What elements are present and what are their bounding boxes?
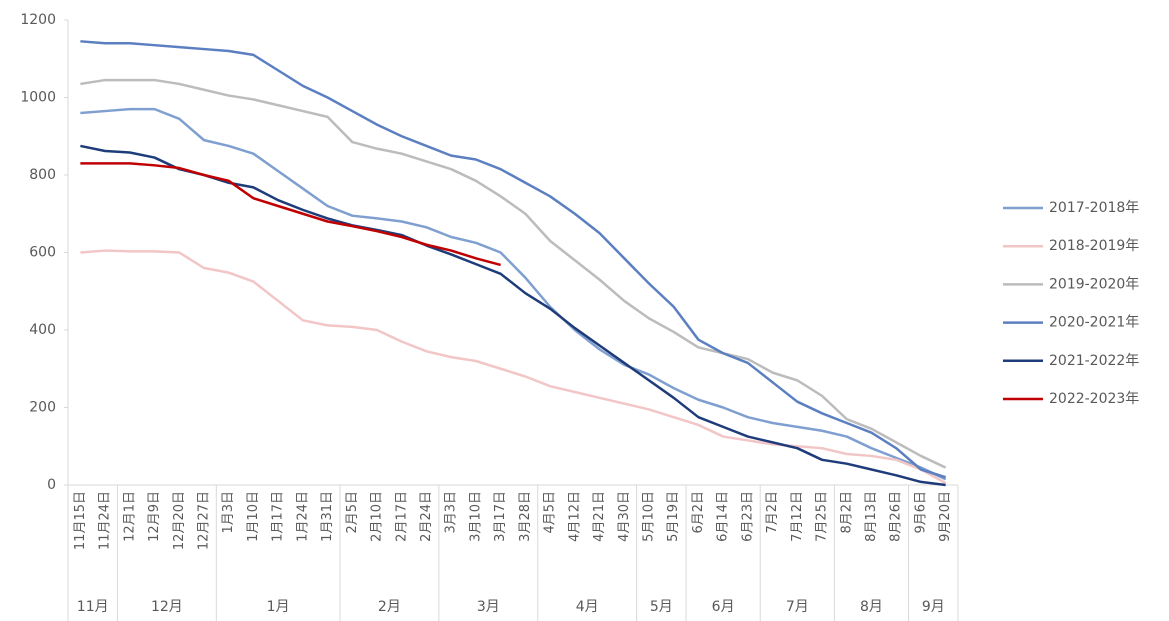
x-tick-label: 8月2日	[839, 491, 854, 534]
y-tick-label: 0	[47, 477, 56, 493]
y-tick-label: 600	[29, 245, 56, 261]
x-tick-label: 2月17日	[394, 491, 409, 542]
series-line	[80, 78, 947, 469]
y-tick-label: 200	[29, 400, 56, 416]
x-tick-label: 1月10日	[246, 491, 261, 542]
legend-label: 2019-2020年	[1049, 276, 1139, 292]
group-label: 4月	[576, 599, 599, 615]
group-label: 11月	[77, 599, 109, 615]
x-tick-label: 2月5日	[345, 491, 360, 534]
y-tick-label: 400	[29, 322, 56, 338]
group-label: 6月	[712, 599, 735, 615]
x-tick-label: 3月17日	[493, 491, 508, 542]
x-tick-label: 6月14日	[716, 491, 731, 542]
x-tick-label: 6月23日	[740, 491, 755, 542]
y-tick-label: 800	[29, 167, 56, 183]
x-tick-label: 4月5日	[543, 491, 558, 534]
series-line	[80, 107, 947, 481]
x-tick-label: 1月3日	[221, 491, 236, 534]
series-line	[80, 144, 946, 487]
x-tick-label: 4月21日	[592, 491, 607, 542]
x-tick-label: 5月10日	[641, 491, 656, 542]
group-label: 2月	[378, 599, 401, 615]
x-tick-label: 8月13日	[864, 491, 879, 542]
series-line	[80, 249, 947, 485]
group-label: 5月	[650, 599, 673, 615]
x-tick-label: 12月20日	[172, 491, 187, 550]
x-tick-label: 4月12日	[567, 491, 582, 542]
group-label: 8月	[860, 599, 883, 615]
y-tick-label: 1000	[20, 90, 56, 106]
x-tick-label: 11月15日	[73, 491, 88, 550]
x-tick-label: 7月12日	[790, 491, 805, 542]
x-tick-label: 5月19日	[666, 491, 681, 542]
legend-label: 2020-2021年	[1049, 315, 1139, 331]
series-line	[80, 162, 501, 267]
x-tick-label: 3月3日	[444, 491, 459, 534]
x-tick-label: 12月27日	[196, 491, 211, 550]
x-tick-label: 4月30日	[617, 491, 632, 542]
legend-label: 2021-2022年	[1049, 353, 1139, 369]
x-tick-label: 2月10日	[370, 491, 385, 542]
legend-label: 2018-2019年	[1049, 238, 1139, 254]
x-tick-label: 7月2日	[765, 491, 780, 534]
x-tick-label: 1月31日	[320, 491, 335, 542]
x-tick-label: 6月2日	[691, 491, 706, 534]
x-tick-label: 1月24日	[295, 491, 310, 542]
group-label: 7月	[786, 599, 809, 615]
legend-label: 2017-2018年	[1049, 200, 1139, 216]
series-line	[80, 40, 947, 479]
group-label: 1月	[267, 599, 290, 615]
x-tick-label: 12月9日	[147, 491, 162, 542]
group-label: 3月	[477, 599, 500, 615]
x-tick-label: 11月24日	[98, 491, 113, 550]
x-tick-label: 3月28日	[518, 491, 533, 542]
group-label: 9月	[922, 599, 945, 615]
x-tick-label: 2月24日	[419, 491, 434, 542]
x-tick-label: 9月6日	[913, 491, 928, 534]
x-tick-label: 7月25日	[815, 491, 830, 542]
y-tick-label: 1200	[20, 12, 56, 28]
x-tick-label: 12月1日	[122, 491, 137, 542]
legend-label: 2022-2023年	[1049, 391, 1139, 407]
x-tick-label: 8月26日	[889, 491, 904, 542]
x-tick-label: 1月17日	[271, 491, 286, 542]
group-label: 12月	[151, 599, 183, 615]
x-tick-label: 3月10日	[468, 491, 483, 542]
x-tick-label: 9月20日	[938, 491, 953, 542]
